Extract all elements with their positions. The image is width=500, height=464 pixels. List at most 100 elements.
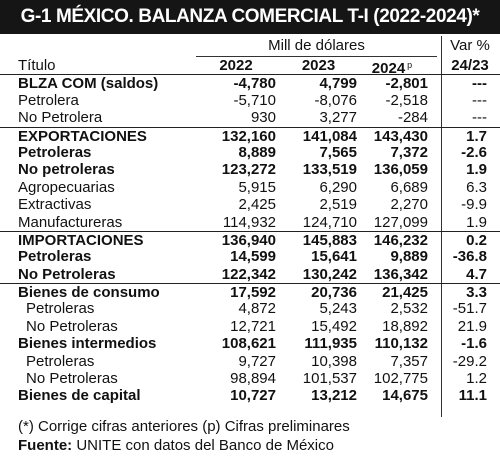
table-body: Título 2022 2023 2024 p 24/23 BLZA COM (s… [0,57,500,405]
table-row: Bienes de capital 10,727 13,212 14,675 11.1 [0,387,500,404]
value-2023: -8,076 [314,91,357,109]
value-2023: 145,883 [302,231,357,249]
value-2023: 4,799 [319,75,357,93]
value-2023: 124,710 [302,213,357,231]
table-row: EXPORTACIONES 132,160 141,084 143,430 1.7 [0,126,500,145]
value-2024: 7,372 [390,143,428,161]
value-2022: 122,342 [221,265,276,283]
value-2024: 110,132 [374,335,428,353]
row-label: BLZA COM (saldos) [18,75,159,93]
var-24-23: 21.9 [457,317,487,335]
value-2023: 13,212 [311,387,357,405]
value-2022: 12,721 [230,317,276,335]
row-label: Bienes intermedios [18,335,157,353]
row-label: No Petroleras [26,317,118,335]
value-2022: 132,160 [221,127,276,145]
value-2024: 6,689 [390,178,428,196]
value-2022: -5,710 [233,91,276,109]
value-2023: 20,736 [311,284,357,302]
value-2024: 9,889 [390,248,428,266]
value-2024: 136,342 [373,265,428,283]
value-2024: 2,532 [390,300,428,318]
header-year-2024: 2024 p [371,60,413,77]
value-2023: 15,492 [311,317,357,335]
value-2023: 111,935 [304,335,357,353]
table-row: No petroleras 123,272 133,519 136,059 1.9 [0,161,500,178]
value-2022: 9,727 [238,352,276,370]
var-24-23: --- [472,75,487,93]
var-24-23: 1.7 [466,127,487,145]
row-label: Agropecuarias [18,178,115,196]
header-year-2023: 2023 [301,57,336,74]
source-label: Fuente: [18,437,73,454]
var-24-23: -2.6 [461,143,487,161]
row-label: No Petrolera [18,109,103,127]
value-2023: 101,537 [302,370,357,388]
header-var-period: 24/23 [451,57,489,74]
value-2024: 146,232 [373,231,428,249]
table-row: Bienes de consumo 17,592 20,736 21,425 3.3 [0,283,500,302]
value-2024: -2,801 [385,75,428,93]
source-line: Fuente: UNITE con datos del Banco de Méx… [18,437,334,455]
row-label: No Petroleras [26,370,118,388]
value-2022: 14,599 [230,248,276,266]
value-2022: 123,272 [221,161,276,179]
variation-header: Var % [450,37,490,54]
row-label: Bienes de consumo [18,284,160,302]
var-24-23: 1.9 [466,213,487,231]
row-label: Petrolera [18,91,79,109]
var-24-23: -1.6 [461,335,487,353]
var-24-23: -51.7 [452,300,487,318]
value-2022: 2,425 [238,196,276,214]
units-header: Mill de dólares [268,37,365,54]
value-2022: 114,932 [222,213,276,231]
value-2023: 3,277 [319,109,357,127]
column-divider [441,36,442,417]
value-2023: 133,519 [302,161,357,179]
var-24-23: -36.8 [452,248,487,266]
row-label: EXPORTACIONES [18,127,147,145]
table-row: Petroleras 14,599 15,641 9,889 -36.8 [0,248,500,265]
table-row: No Petroleras 12,721 15,492 18,892 21.9 [0,318,500,335]
table-row: BLZA COM (saldos) -4,780 4,799 -2,801 --- [0,74,500,93]
value-2023: 130,242 [302,265,357,283]
header-year-2022: 2022 [219,57,253,74]
table-row: Petroleras 9,727 10,398 7,357 -29.2 [0,353,500,370]
value-2022: 930 [250,109,276,127]
source-text: UNITE con datos del Banco de México [72,437,334,454]
value-2024: -284 [397,109,428,127]
value-2024: 2,270 [390,196,428,214]
row-label: Petroleras [18,248,92,266]
var-24-23: 3.3 [466,284,487,302]
var-24-23: --- [472,109,487,127]
value-2023: 6,290 [319,178,357,196]
table-row: Extractivas 2,425 2,519 2,270 -9.9 [0,196,500,213]
row-label: Petroleras [18,143,92,161]
row-label: Bienes de capital [18,387,141,405]
units-underline [196,56,437,57]
value-2022: -4,780 [233,75,276,93]
var-24-23: 0.2 [466,231,487,249]
value-2022: 8,889 [238,143,276,161]
value-2022: 108,621 [221,335,276,353]
preliminary-mark: p [407,60,413,70]
var-24-23: --- [472,91,487,109]
var-24-23: 1.2 [466,370,487,388]
row-label: No Petroleras [18,265,116,283]
var-24-23: 1.9 [466,161,487,179]
row-label: Manufactureras [18,213,123,231]
value-2024: 102,775 [373,370,428,388]
row-label: No petroleras [18,161,115,179]
table-title: G-1 MÉXICO. BALANZA COMERCIAL T-I (2022-… [0,0,500,34]
value-2022: 98,894 [230,370,276,388]
value-2024: 136,059 [373,161,428,179]
value-2024: 7,357 [390,352,428,370]
footnote: (*) Corrige cifras anteriores (p) Cifras… [18,418,350,435]
table-row: No Petroleras 98,894 101,537 102,775 1.2 [0,370,500,387]
value-2024: 14,675 [382,387,428,405]
table-row: Petrolera -5,710 -8,076 -2,518 --- [0,92,500,109]
table-row: Bienes intermedios 108,621 111,935 110,132 -… [0,335,500,352]
value-2024: -2,518 [385,91,428,109]
table-row: IMPORTACIONES 136,940 145,883 146,232 0.2 [0,230,500,249]
